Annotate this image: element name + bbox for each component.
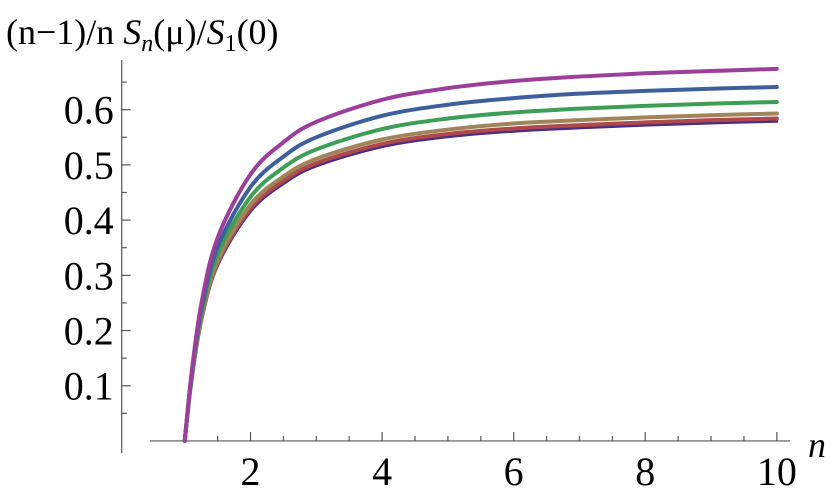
y-tick-label: 0.5	[64, 143, 114, 188]
x-tick-label: 10	[757, 449, 797, 494]
x-tick-label: 8	[635, 449, 655, 494]
series-line-6	[182, 66, 779, 443]
y-tick-label: 0.2	[64, 309, 114, 354]
y-axis-title: (n−1)/n Sn(μ)/S1(0)	[6, 12, 279, 57]
y-tick-label: 0.3	[64, 253, 114, 298]
series-layer	[182, 66, 779, 443]
x-axis-title: n	[808, 425, 826, 465]
y-tick-label: 0.1	[64, 364, 114, 409]
series-line-5	[182, 85, 779, 443]
axes	[121, 60, 790, 453]
y-tick-label: 0.4	[64, 198, 114, 243]
y-tick-label: 0.6	[64, 88, 114, 133]
x-tick-label: 4	[372, 449, 392, 494]
x-tick-label: 6	[504, 449, 524, 494]
series-line-1	[183, 119, 779, 443]
series-line-4	[182, 99, 779, 443]
labels: 2 4 6 8 10 0.1 0.2 0.3 0.4 0.5 0.6	[64, 88, 797, 494]
series-line-2	[182, 116, 779, 443]
x-tick-label: 2	[241, 449, 261, 494]
